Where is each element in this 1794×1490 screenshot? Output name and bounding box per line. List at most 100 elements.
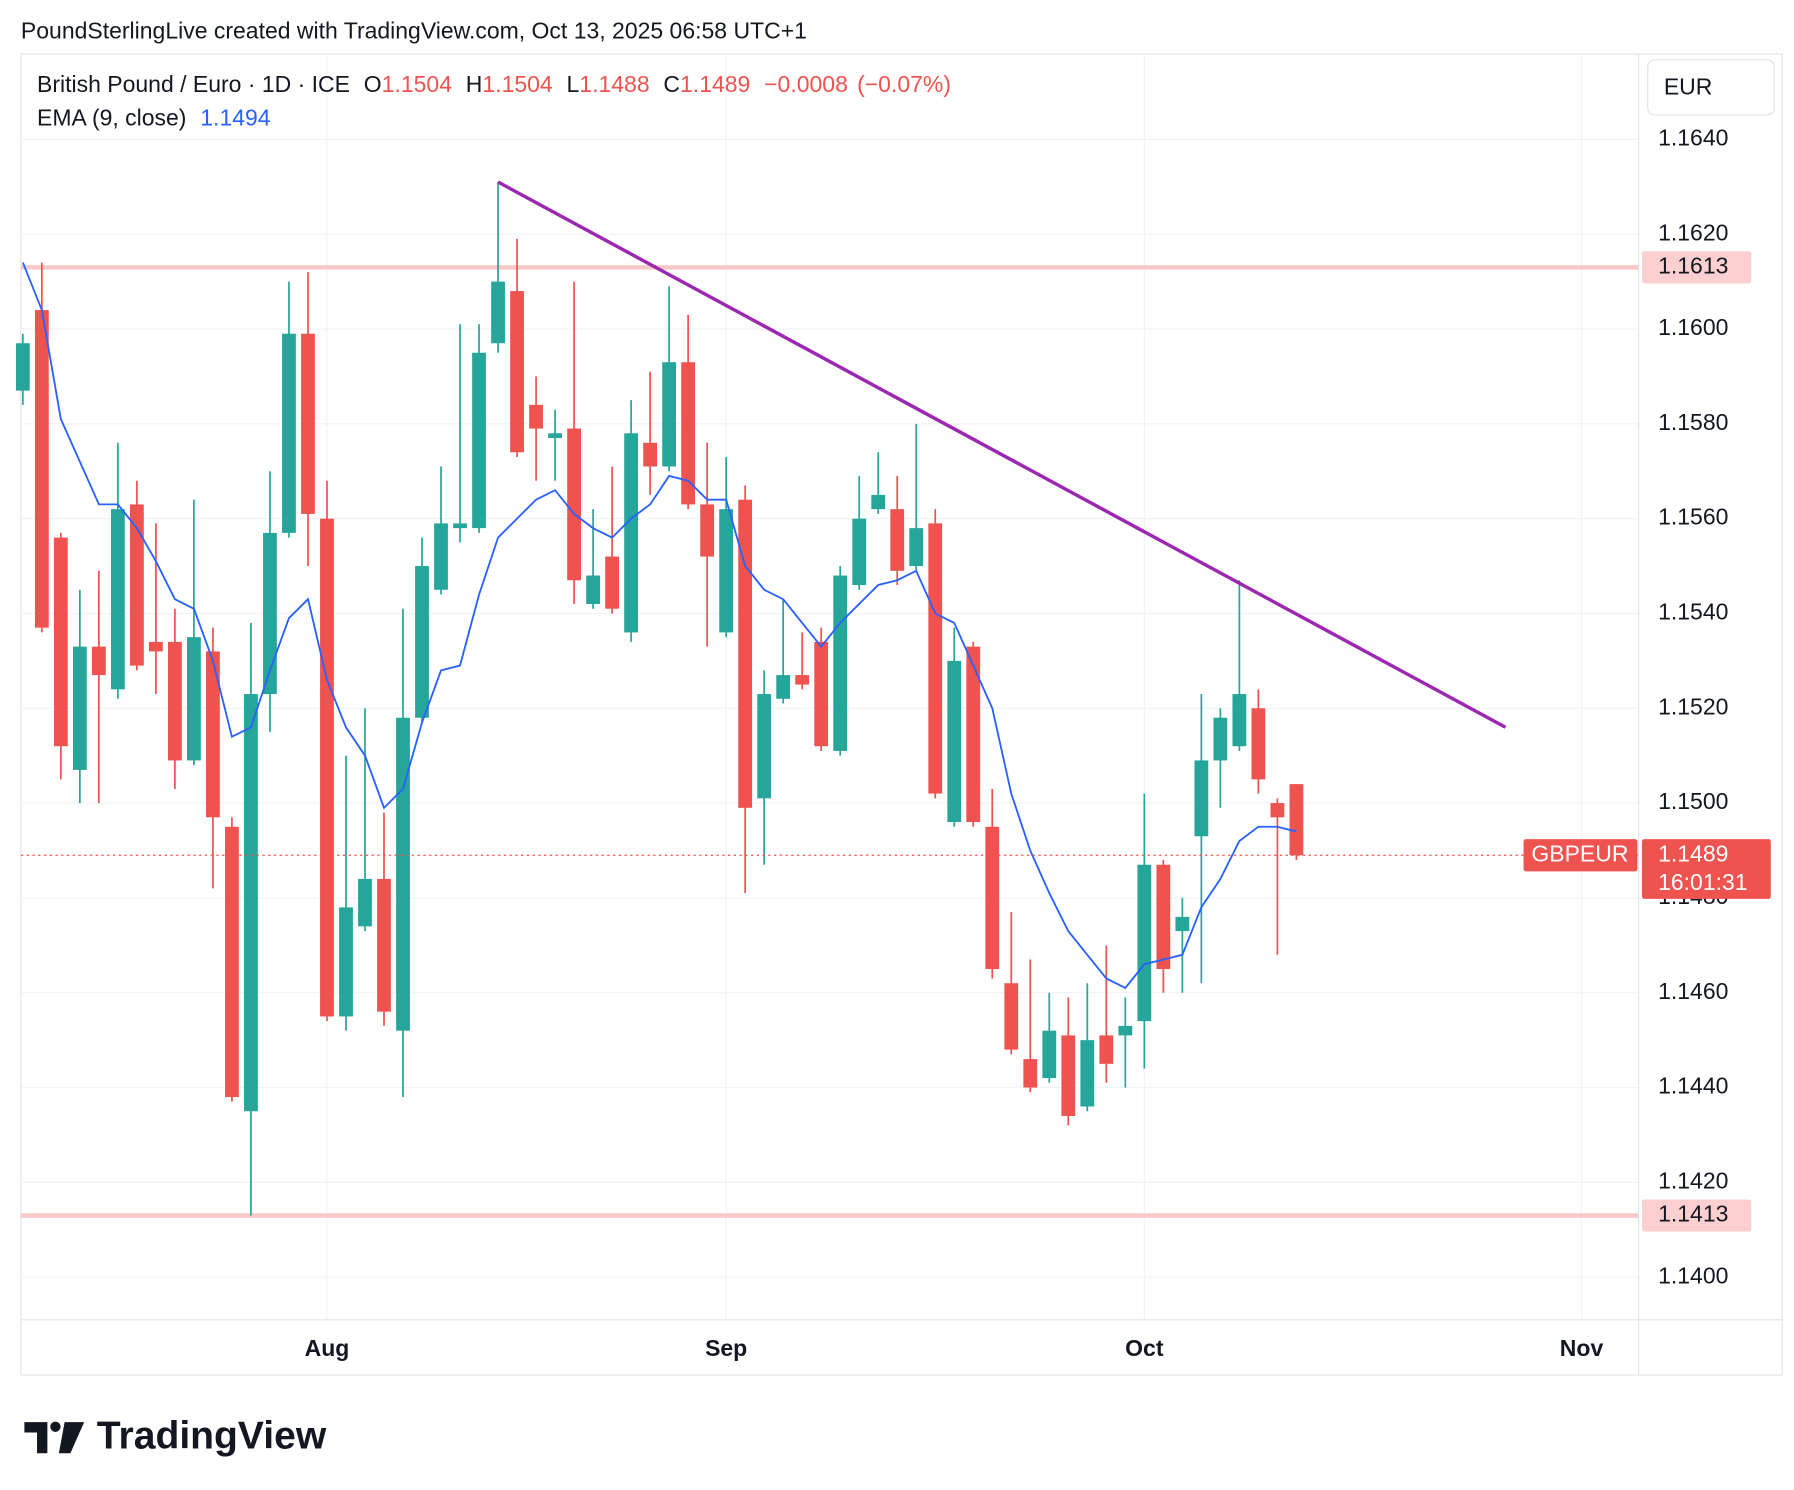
candle-body [928,523,943,794]
ohlc-prefix: O [364,71,382,97]
logo: TradingView [24,1415,327,1458]
ohlc-value: 1.1504 [482,71,553,97]
candle-body [966,646,981,823]
trendline [497,180,1507,729]
candle-body [129,504,144,666]
plot [15,180,1639,1218]
y-tick-label: 1.1500 [1658,788,1728,814]
candle-body [1251,708,1266,780]
candle-body [833,575,848,751]
y-tick-label: 1.1600 [1658,314,1728,340]
ema-value: 1.1494 [200,105,271,131]
countdown: 16:01:31 [1658,869,1747,895]
candle-body [624,433,639,633]
ohlc-value: 1.1489 [680,71,750,97]
x-tick-label: Aug [305,1335,350,1361]
candle-body [206,651,220,818]
y-tick-label: 1.1640 [1658,124,1728,150]
candle-body [282,333,296,533]
logo-icon [50,1421,61,1432]
candle-body [53,537,68,747]
candle-body [1270,803,1285,818]
candle-body [814,641,829,747]
header: PoundSterlingLive created with TradingVi… [21,17,807,43]
y-tick-label: 1.1620 [1658,219,1728,245]
legend-line: British Pound / Euro · 1D · ICE O1.1504 H1… [37,71,951,97]
candle-body [567,428,581,581]
candle-body [719,509,734,633]
candle-body [1156,864,1171,970]
price-tag [1642,839,1771,899]
level-tag [1642,251,1752,284]
logo-text: TradingView [97,1415,327,1458]
candle-body [662,362,677,467]
candle-body [453,523,467,529]
candle-body [91,646,106,676]
y-tick-label: 1.1420 [1658,1167,1728,1193]
candle-body [947,660,962,823]
candle-body [700,504,715,557]
candle-body [491,281,505,344]
candle-body [871,494,886,510]
currency: EUR [1664,74,1713,100]
candle-body [548,433,562,439]
level-label: 1.1413 [1658,1201,1728,1227]
ohlc-value: 1.1488 [579,71,649,97]
legend: British Pound / Euro · 1D · ICE O1.1504 H1… [37,71,951,130]
chart-frame [20,53,1783,1376]
candle-body [510,291,524,453]
symbol: British Pound / Euro · 1D · ICE [37,71,350,97]
candle-body [358,878,372,927]
y-tick-label: 1.1580 [1658,409,1728,435]
candle-body [909,528,924,567]
candle-body [377,878,391,1012]
x-tick-label: Sep [705,1335,747,1361]
legend-line: EMA (9, close) 1.1494 [37,105,271,131]
candle-body [339,907,353,1017]
y-tick-label: 1.1460 [1658,978,1728,1004]
y-tick-label: 1.1560 [1658,504,1728,530]
level-label: 1.1613 [1658,252,1728,278]
candle-body [586,575,600,604]
candle-body [72,646,87,770]
candle-body [1023,1059,1038,1088]
candle-body [320,518,334,1017]
candle-body [225,826,239,1098]
candle-body [1042,1030,1057,1079]
candle-body [1137,864,1152,1022]
candle-body [244,694,258,1112]
y-tick-label: 1.1440 [1658,1073,1728,1099]
axes: 1.14001.14201.14401.14601.14801.15001.15… [305,124,1771,1361]
candle-body [187,637,201,761]
candle-body [738,499,753,808]
x-tick-label: Oct [1125,1335,1164,1361]
candle-body [852,518,867,586]
ohlc-prefix: L [567,71,580,97]
candle-body [263,532,277,695]
currency-button[interactable] [1647,59,1775,116]
logo-icon [58,1422,85,1454]
candle-body [396,717,410,1031]
candle-body [795,675,810,685]
candle-body [1194,760,1209,837]
candle-body [1061,1035,1076,1116]
candle-body [434,523,448,590]
candle-body [757,694,772,799]
level-tag [1642,1199,1752,1232]
x-tick-label: Nov [1560,1335,1604,1361]
logo-icon [24,1422,48,1454]
ohlc-value: 1.1504 [382,71,453,97]
candle-body [1004,983,1019,1050]
change-percent: (−0.07%) [857,71,951,97]
candle-body [890,509,905,571]
candle-body [301,333,315,514]
candle-body [643,442,658,467]
candle-body [776,675,791,699]
candle-body [1080,1040,1095,1107]
candle-body [1289,784,1304,856]
symbol-tag-label: GBPEUR [1531,840,1628,866]
candle-body [168,641,182,761]
